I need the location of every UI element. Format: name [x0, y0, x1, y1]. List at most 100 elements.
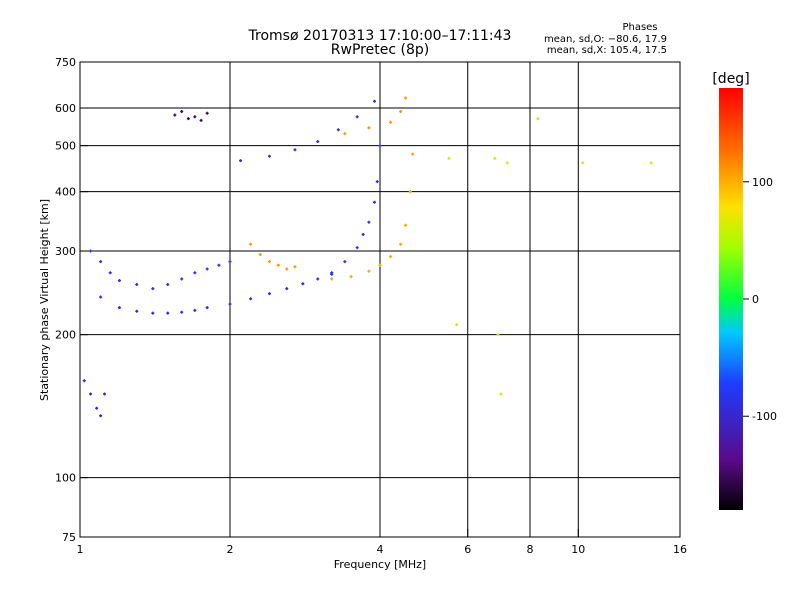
data-point	[82, 379, 86, 383]
data-point	[403, 223, 407, 227]
data-point	[267, 260, 271, 264]
data-point	[343, 132, 347, 136]
data-point	[135, 309, 139, 313]
x-tick-label: 4	[377, 543, 384, 556]
data-point	[293, 265, 297, 269]
data-point	[399, 242, 403, 246]
data-point	[408, 190, 412, 194]
colorbar	[719, 88, 743, 510]
x-tick-label: 6	[464, 543, 471, 556]
data-point	[117, 279, 121, 283]
data-point	[205, 111, 209, 115]
data-point	[228, 302, 232, 306]
data-point	[581, 161, 585, 165]
data-point	[389, 255, 393, 259]
y-axis-ticks: 75 100 200 300 400 500 600 750	[55, 56, 88, 544]
data-point	[151, 287, 155, 291]
data-point	[499, 392, 503, 396]
data-point	[89, 249, 93, 253]
x-tick-label: 2	[227, 543, 234, 556]
data-point	[505, 161, 509, 165]
data-point	[330, 271, 334, 275]
data-point	[493, 156, 497, 160]
y-tick-label: 100	[55, 472, 76, 485]
x-axis-ticks: 1 2 4 6 8 10 16	[77, 529, 687, 556]
data-point	[267, 292, 271, 296]
phase-info-o: mean, sd,O: −80.6, 17.9	[544, 34, 667, 45]
colorbar-label: [deg]	[712, 71, 749, 87]
data-point	[193, 271, 197, 275]
data-point	[355, 115, 359, 119]
data-point	[151, 311, 155, 315]
data-point	[375, 180, 379, 184]
y-tick-label: 750	[55, 56, 76, 69]
y-tick-label: 600	[55, 102, 76, 115]
data-point	[293, 148, 297, 152]
data-point	[258, 252, 262, 256]
colorbar-tick-label: -100	[752, 410, 777, 423]
data-point	[99, 260, 103, 264]
data-point	[373, 99, 377, 103]
grid-lines	[80, 62, 680, 537]
colorbar-ticks: 100 0 -100	[743, 176, 777, 423]
data-point	[285, 267, 289, 271]
data-point	[180, 109, 184, 113]
phase-info-x: mean, sd,X: 105.4, 17.5	[547, 45, 667, 56]
data-point	[199, 118, 203, 122]
data-point	[373, 200, 377, 204]
data-point	[536, 117, 540, 121]
colorbar-tick-label: 100	[752, 176, 773, 189]
x-tick-label: 10	[571, 543, 585, 556]
data-point	[378, 144, 382, 148]
data-point	[355, 246, 359, 250]
data-point	[166, 283, 170, 287]
data-point	[367, 269, 371, 273]
data-point	[249, 242, 253, 246]
y-tick-label: 500	[55, 140, 76, 153]
data-point	[103, 392, 107, 396]
data-point	[349, 275, 353, 279]
data-point	[285, 287, 289, 291]
chart-title: Tromsø 20170313 17:10:00–17:11:43	[248, 28, 512, 44]
data-point	[316, 140, 320, 144]
data-point	[378, 263, 382, 267]
data-point	[99, 414, 103, 418]
data-point	[166, 311, 170, 315]
data-point	[367, 220, 371, 224]
data-point	[301, 282, 305, 286]
data-point	[99, 295, 103, 299]
x-tick-label: 16	[673, 543, 687, 556]
data-point	[367, 126, 371, 130]
data-point	[186, 117, 190, 121]
data-point	[276, 263, 280, 267]
data-point	[239, 159, 243, 163]
data-point	[135, 283, 139, 287]
x-axis-label: Frequency [MHz]	[334, 558, 426, 571]
data-point	[173, 113, 177, 117]
data-point	[330, 277, 334, 281]
data-point	[205, 306, 209, 310]
data-point	[411, 152, 415, 156]
data-point	[180, 277, 184, 281]
data-point	[117, 306, 121, 310]
data-point	[228, 260, 232, 264]
data-points	[82, 96, 653, 418]
data-point	[316, 277, 320, 281]
data-point	[193, 308, 197, 312]
data-point	[447, 156, 451, 160]
chart-subtitle: RwPretec (8p)	[331, 42, 429, 58]
x-tick-label: 1	[77, 543, 84, 556]
data-point	[249, 297, 253, 301]
data-point	[399, 109, 403, 113]
data-point	[267, 154, 271, 158]
data-point	[180, 310, 184, 314]
data-point	[343, 260, 347, 264]
data-point	[89, 392, 93, 396]
data-point	[389, 120, 393, 124]
data-point	[403, 96, 407, 100]
data-point	[205, 267, 209, 271]
y-axis-label: Stationary phase Virtual Height [km]	[38, 199, 51, 401]
data-point	[361, 233, 365, 237]
data-point	[496, 333, 500, 337]
y-tick-label: 400	[55, 186, 76, 199]
